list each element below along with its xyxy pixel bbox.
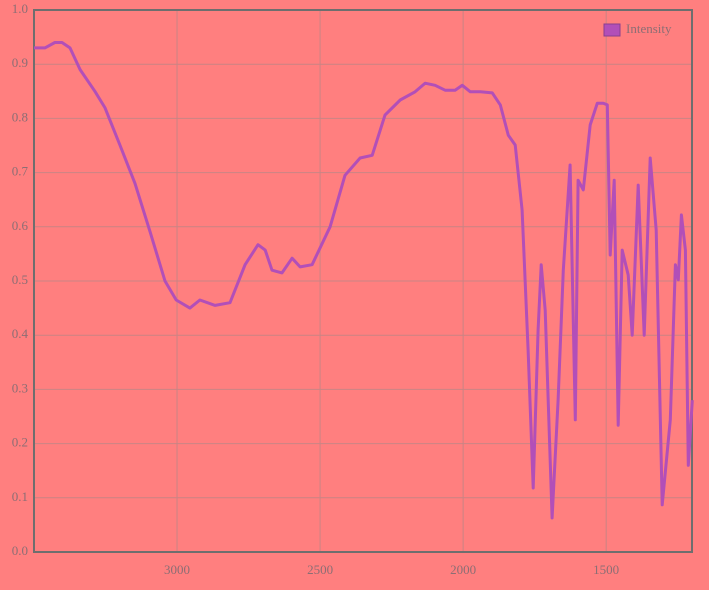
y-tick-label: 0.4 (12, 326, 29, 341)
x-tick-label: 2500 (307, 562, 333, 577)
x-tick-label: 1500 (593, 562, 619, 577)
x-tick-label: 2000 (450, 562, 476, 577)
y-tick-label: 0.0 (12, 543, 28, 558)
legend-swatch (603, 23, 621, 37)
y-tick-label: 0.5 (12, 272, 28, 287)
y-tick-label: 0.6 (12, 218, 29, 233)
y-tick-label: 0.7 (12, 164, 29, 179)
data-line (34, 41, 694, 520)
y-tick-label: 1.0 (12, 1, 28, 16)
y-tick-label: 0.9 (12, 55, 28, 70)
x-tick-label: 3000 (164, 562, 190, 577)
y-tick-label: 0.2 (12, 435, 28, 450)
plot-frame (33, 9, 693, 553)
y-tick-label: 0.3 (12, 380, 28, 395)
legend-label: Intensity (626, 21, 672, 36)
y-tick-label: 0.8 (12, 109, 28, 124)
y-tick-label: 0.1 (12, 489, 28, 504)
